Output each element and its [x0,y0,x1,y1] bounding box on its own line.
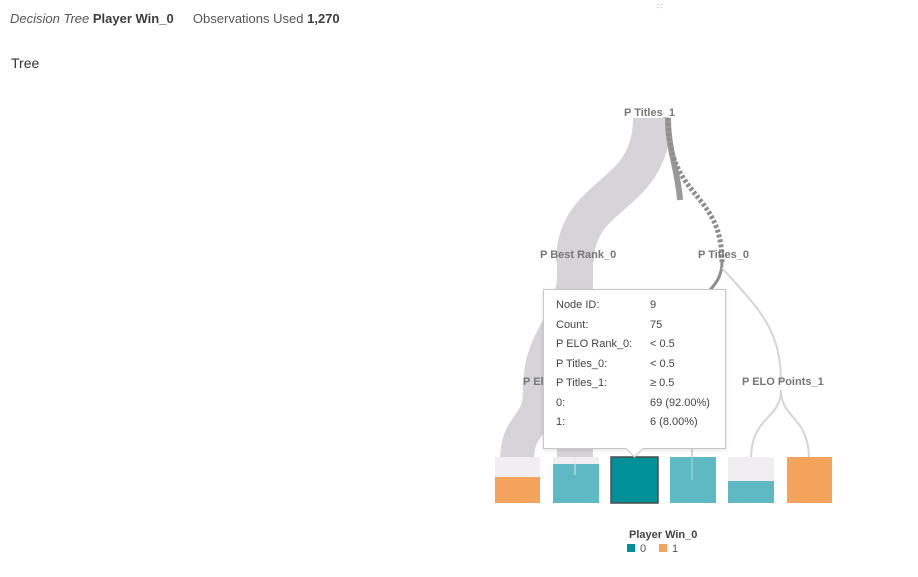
drag-handle-icon[interactable]: ∷ [657,2,664,11]
tooltip-row: P Titles_0: < 0.5 [556,358,725,378]
leaf-6[interactable] [787,457,832,503]
tooltip-value: ≥ 0.5 [650,377,675,389]
legend-label-1: 1 [672,543,678,555]
node-tooltip: Node ID: 9 Count: 75 P ELO Rank_0: < 0.5… [543,289,726,458]
tooltip-row: P Titles_1: ≥ 0.5 [556,377,725,397]
node-label-left-child: P El [523,376,544,388]
leaf-2[interactable] [553,457,599,503]
legend-swatch-1 [659,544,667,552]
observations-label: Observations Used [192,11,304,26]
observations-value: 1,270 [307,11,340,26]
branch-root-left [556,117,671,264]
tooltip-value: 69 (92.00%) [650,396,710,409]
legend: Player Win_0 0 1 [627,529,697,555]
tooltip-key: P ELO Rank_0: [556,338,633,350]
legend-swatch-0 [627,544,635,552]
tooltip-value: 6 (8.00%) [650,416,698,428]
branch-rr-left [750,389,782,461]
leaf-5[interactable] [728,457,774,503]
tooltip-row: Count: 75 [556,319,725,339]
tooltip-row: P ELO Rank_0: < 0.5 [556,338,725,358]
section-title: Tree [11,55,40,71]
tooltip-key: P Titles_1: [556,377,608,389]
branch-rr-right [780,389,810,461]
leaf-1[interactable] [495,457,540,503]
tooltip-key: 0: [556,396,566,409]
tooltip-row: 0: 69 (92.00%) [556,397,725,417]
legend-title: Player Win_0 [629,529,697,541]
node-label-right: P Titles_0 [698,249,749,261]
tooltip-key: Count: [556,318,589,331]
tooltip-value: 75 [650,318,663,331]
tooltip-key: 1: [556,416,566,428]
tooltip-key: P Titles_0: [556,357,608,370]
node-label-right-right: P ELO Points_1 [742,376,824,388]
model-header: Decision Tree Player Win_0 Observations … [10,11,340,26]
tooltip-value: < 0.5 [650,357,675,370]
tooltip-value: < 0.5 [650,338,675,350]
branch-right-right [721,267,782,383]
leaf-3-selected[interactable] [610,456,659,504]
legend-label-0: 0 [640,543,646,555]
model-type: Decision Tree [10,11,90,26]
node-label-left: P Best Rank_0 [540,249,616,261]
tooltip-key: Node ID: [556,299,600,311]
tooltip-value: 9 [650,299,657,311]
branch-root-right [665,117,725,263]
leaf-4[interactable] [670,457,716,503]
target-name: Player Win_0 [92,11,174,26]
tooltip-row: Node ID: 9 [556,299,725,319]
node-label-root: P Titles_1 [624,107,675,119]
tooltip-row: 1: 6 (8.00%) [556,416,725,436]
